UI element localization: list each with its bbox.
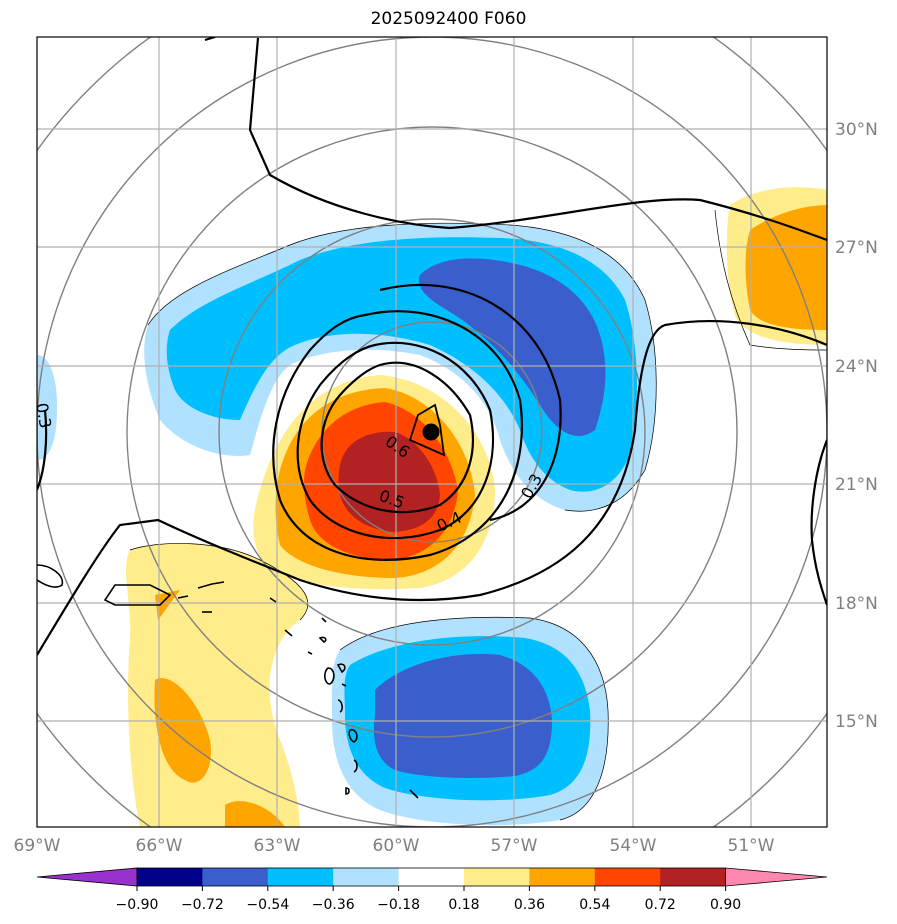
coastlines — [37, 564, 419, 799]
longitude-labels: 69°W 66°W 63°W 60°W 57°W 54°W 51°W — [14, 836, 775, 856]
colorbar-tick-label: 0.54 — [579, 897, 610, 913]
colorbar-segment — [267, 868, 334, 886]
lat-lon-grid — [37, 37, 827, 827]
colorbar-segment — [464, 868, 530, 886]
colorbar-segment — [660, 868, 727, 886]
shading-outlines — [129, 209, 827, 821]
colorbar-extend-low — [36, 867, 138, 887]
colorbar-tick-label: −0.90 — [116, 897, 159, 913]
colorbar-tick-label: 0.72 — [645, 897, 676, 913]
lon-label-57w: 57°W — [491, 836, 538, 856]
lon-label-54w: 54°W — [610, 836, 657, 856]
lat-label-24n: 24°N — [835, 357, 878, 377]
contour-label-0: 0.3 — [32, 401, 55, 429]
colorbar-segment — [594, 868, 661, 886]
colorbar-extend-high — [725, 867, 828, 887]
colorbar-segment — [398, 868, 465, 886]
colorbar-segment — [202, 868, 269, 886]
latitude-labels: 30°N 27°N 24°N 21°N 18°N 15°N — [835, 120, 878, 732]
colorbar-tick-label: −0.18 — [377, 897, 420, 913]
lon-label-69w: 69°W — [14, 836, 61, 856]
lat-label-18n: 18°N — [835, 594, 878, 614]
colorbar-segment — [529, 868, 596, 886]
map-frame — [36, 36, 828, 828]
colorbar-segment — [333, 868, 400, 886]
colorbar-segment — [137, 868, 203, 886]
lat-label-27n: 27°N — [835, 238, 878, 258]
colorbar-frame — [136, 867, 726, 887]
colorbar-tick-label: −0.72 — [181, 897, 224, 913]
negative-anomaly — [37, 223, 657, 826]
map-title: 2025092400 F060 — [370, 9, 527, 29]
colorbar: −0.90 −0.72 −0.54 −0.36 −0.18 0.18 0.36 0.54 0.7… — [36, 867, 828, 913]
lat-label-30n: 30°N — [835, 120, 878, 140]
lon-label-66w: 66°W — [136, 836, 183, 856]
colorbar-tick-label: 0.18 — [448, 897, 479, 913]
colorbar-tick-label: −0.36 — [312, 897, 355, 913]
lat-label-15n: 15°N — [835, 712, 878, 732]
storm-center-dot — [422, 423, 440, 441]
lon-label-51w: 51°W — [728, 836, 775, 856]
colorbar-tick-label: 0.90 — [710, 897, 741, 913]
colorbar-tick-label: 0.36 — [514, 897, 545, 913]
lon-label-60w: 60°W — [373, 836, 420, 856]
positive-anomaly — [125, 187, 827, 827]
field-contours — [37, 37, 827, 656]
lon-label-63w: 63°W — [254, 836, 301, 856]
lat-label-21n: 21°N — [835, 475, 878, 495]
colorbar-tick-label: −0.54 — [246, 897, 289, 913]
